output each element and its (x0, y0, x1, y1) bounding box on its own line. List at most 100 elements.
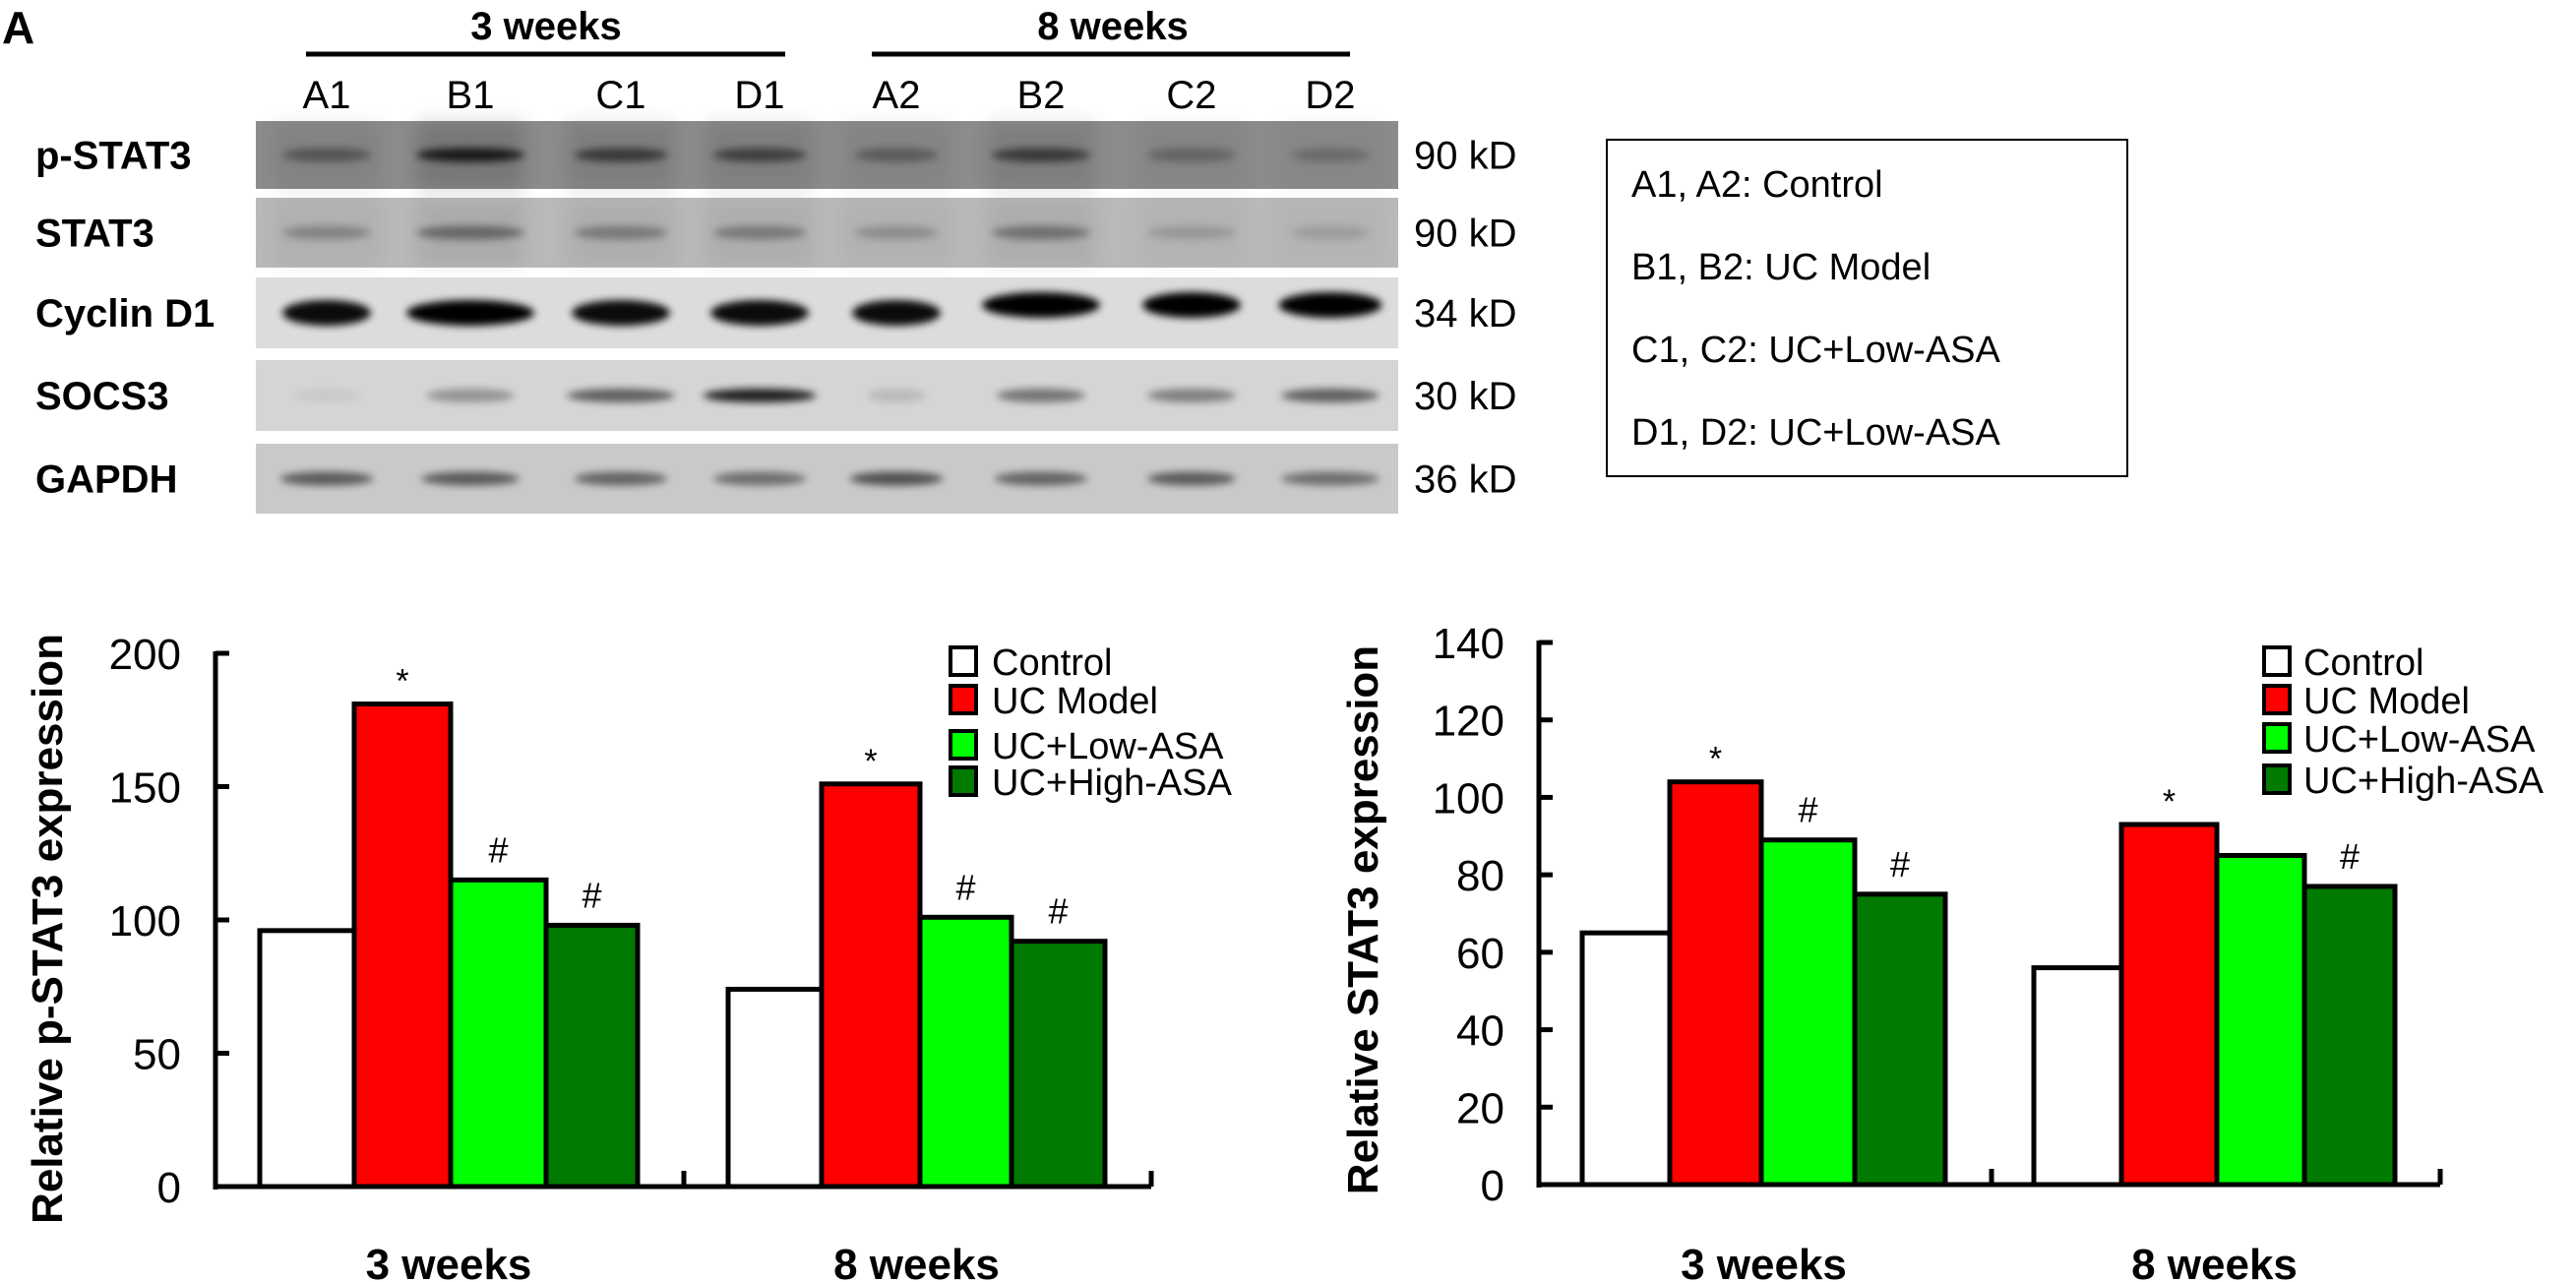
y-tick-label: 140 (1433, 620, 1504, 668)
band (997, 389, 1085, 402)
band (282, 300, 371, 326)
band (416, 148, 524, 162)
band (426, 389, 515, 402)
x-category-label: 3 weeks (366, 1241, 532, 1282)
band (710, 300, 809, 326)
legend-label: UC Model (2303, 681, 2470, 722)
y-tick-label: 200 (109, 631, 181, 679)
y-tick-label: 60 (1456, 930, 1504, 978)
lane-label: C1 (595, 74, 645, 117)
band (282, 225, 371, 240)
band (1281, 389, 1380, 402)
legend-label: UC+High-ASA (992, 763, 1233, 804)
y-tick-label: 150 (109, 764, 181, 813)
significance-mark: # (955, 867, 975, 907)
bar-uc-low-asa-8-weeks (2214, 852, 2307, 1188)
legend-label: UC+High-ASA (2303, 761, 2545, 802)
bar-uc-low-asa-8-weeks (917, 914, 1014, 1190)
bar-uc-model-3-weeks (351, 701, 454, 1190)
bar-control-3-weeks (257, 928, 357, 1190)
band (574, 225, 668, 240)
bar-uc-low-asa-3-weeks (448, 877, 549, 1190)
y-tick-label: 100 (1433, 774, 1504, 823)
band (1291, 148, 1370, 162)
lane-label: B1 (447, 74, 495, 117)
lane-label: D1 (734, 74, 784, 117)
bar-uc-model-8-weeks (819, 781, 923, 1190)
legend-label: Control (2303, 642, 2424, 684)
protein-label: Cyclin D1 (35, 292, 215, 336)
significance-mark: # (2340, 836, 2360, 877)
band (1147, 389, 1236, 402)
lane-label: D2 (1305, 74, 1355, 117)
bar-uc-high-asa-3-weeks (543, 922, 641, 1190)
bar-uc-high-asa-8-weeks (2301, 884, 2398, 1188)
legend-swatch (2262, 722, 2292, 754)
band (712, 471, 807, 486)
significance-mark: * (2163, 783, 2176, 821)
band (854, 225, 939, 240)
protein-label: SOCS3 (35, 375, 169, 418)
lane-legend-item: A1, A2: Control (1631, 164, 1883, 206)
lane-legend-box (1606, 139, 2128, 477)
y-tick-label: 0 (157, 1164, 181, 1212)
band (574, 471, 668, 486)
legend-swatch (2262, 684, 2292, 715)
band (406, 300, 534, 326)
band (416, 225, 524, 240)
significance-mark: * (396, 662, 408, 700)
blot-group-3-weeks: 3 weeks (470, 5, 621, 48)
lane-label: C2 (1166, 74, 1216, 117)
band (292, 389, 361, 402)
band (849, 471, 944, 486)
band (1147, 225, 1236, 240)
legend-swatch (949, 765, 978, 797)
y-tick-label: 20 (1456, 1084, 1504, 1132)
band (712, 148, 807, 162)
significance-mark: # (1890, 844, 1910, 885)
bar-control-3-weeks (1579, 930, 1673, 1188)
legend-label: Control (992, 642, 1113, 684)
band (279, 471, 374, 486)
y-tick-label: 0 (1481, 1162, 1504, 1210)
molecular-weight-label: 30 kD (1414, 375, 1517, 418)
y-tick-label: 80 (1456, 852, 1504, 900)
molecular-weight-label: 36 kD (1414, 458, 1517, 502)
band (992, 225, 1090, 240)
band (567, 389, 675, 402)
bar-uc-model-8-weeks (2118, 822, 2220, 1188)
significance-mark: * (864, 743, 877, 780)
band (867, 389, 926, 402)
bar-uc-high-asa-3-weeks (1852, 891, 1948, 1188)
y-tick-label: 100 (109, 897, 181, 946)
band (282, 148, 371, 162)
molecular-weight-label: 90 kD (1414, 135, 1517, 178)
band (994, 471, 1088, 486)
legend-label: UC+Low-ASA (2303, 719, 2536, 761)
lane-label: A2 (873, 74, 921, 117)
band (572, 300, 670, 326)
band (421, 471, 520, 486)
legend-swatch (949, 729, 978, 761)
band (1147, 471, 1236, 486)
band (1147, 148, 1236, 162)
x-category-label: 8 weeks (833, 1241, 1000, 1282)
band (992, 148, 1090, 162)
legend-swatch (949, 645, 978, 677)
band (703, 389, 817, 402)
significance-mark: * (1709, 741, 1722, 778)
molecular-weight-label: 90 kD (1414, 213, 1517, 256)
y-tick-label: 50 (133, 1031, 181, 1079)
band (1291, 225, 1370, 240)
bar-uc-model-3-weeks (1667, 779, 1764, 1188)
molecular-weight-label: 34 kD (1414, 292, 1517, 336)
significance-mark: # (582, 875, 601, 915)
y-tick-label: 120 (1433, 698, 1504, 746)
bar-control-8-weeks (2031, 965, 2124, 1188)
significance-mark: # (1048, 891, 1068, 932)
bar-control-8-weeks (725, 986, 825, 1190)
lane-legend-item: C1, C2: UC+Low-ASA (1631, 330, 2001, 371)
bar-uc-high-asa-8-weeks (1009, 939, 1108, 1190)
